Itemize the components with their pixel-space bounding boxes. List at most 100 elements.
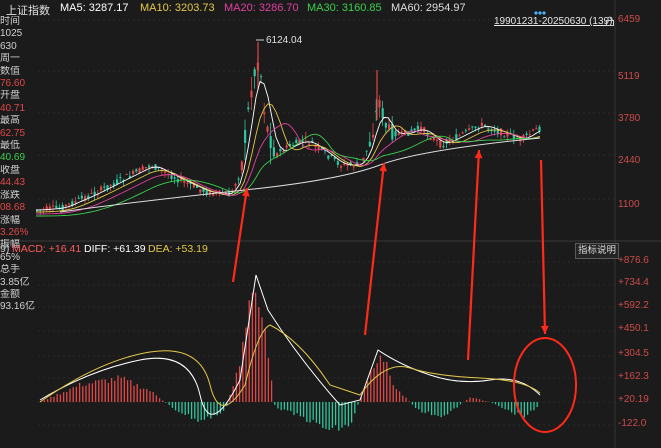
info-panel-row: 数值 xyxy=(0,65,20,77)
candle-body xyxy=(234,183,237,186)
candle-body xyxy=(253,69,256,77)
candle-body xyxy=(375,110,378,113)
ma60-line xyxy=(59,137,541,213)
info-panel-row: 时间 xyxy=(0,16,20,27)
candle-body xyxy=(122,179,125,182)
ma60-readout: MA60: 2954.97 xyxy=(391,2,466,14)
candle-body xyxy=(324,149,327,152)
candle-body xyxy=(183,181,186,183)
candle-body xyxy=(314,145,317,148)
candle-body xyxy=(420,126,423,132)
macd-header-bar: 9) MACD: +16.41 DIFF: +61.39 DEA: +53.19 xyxy=(0,242,661,258)
info-panel-row: 65% xyxy=(0,251,21,263)
dea-line xyxy=(39,324,541,406)
index-name: 上证指数 xyxy=(6,5,50,17)
info-panel-row: 开盘 xyxy=(0,90,20,102)
info-panel-row: 62.75 xyxy=(0,127,26,139)
candle-body xyxy=(109,184,112,186)
candle-body xyxy=(468,128,471,130)
candle-body xyxy=(68,203,71,205)
info-panel-row: 总手 xyxy=(0,264,20,276)
annotation-arrow-2 xyxy=(363,162,386,336)
peak-value-label: 6124.04 xyxy=(266,35,303,46)
candle-body xyxy=(391,123,394,140)
candle-body xyxy=(93,191,96,196)
candle-body xyxy=(173,177,176,179)
candle-body xyxy=(282,150,285,153)
candle-body xyxy=(512,134,515,140)
info-panel-row: 76.60 xyxy=(0,78,26,90)
diff-value: DIFF: +61.39 xyxy=(84,243,146,255)
candle-body xyxy=(352,166,355,168)
ma30-line xyxy=(36,133,541,217)
candle-body xyxy=(525,133,528,135)
candle-body xyxy=(346,164,349,166)
candle-body xyxy=(394,131,397,137)
date-range-label[interactable]: 19901231-20250630 (139) xyxy=(494,16,613,27)
candle-body xyxy=(116,179,119,185)
candle-body xyxy=(144,167,147,169)
candle-body xyxy=(58,207,61,209)
candle-body xyxy=(74,201,77,203)
candle-body xyxy=(55,205,58,209)
info-panel-row: 收盘 xyxy=(0,164,20,176)
candle-body xyxy=(442,146,445,148)
candle-body xyxy=(218,190,221,193)
candle-body xyxy=(503,136,506,138)
candle-body xyxy=(90,192,93,194)
candle-body xyxy=(535,128,538,130)
candle-body xyxy=(138,168,141,173)
candle-body xyxy=(247,107,250,110)
ma30-readout: MA30: 3160.85 xyxy=(307,2,382,14)
info-panel-row: 3.85亿 xyxy=(0,276,30,288)
candle-body xyxy=(416,125,419,130)
price-tick-label: 1100 xyxy=(618,199,640,210)
candle-body xyxy=(439,140,442,148)
candle-body xyxy=(362,157,365,161)
lock-icon[interactable] xyxy=(606,17,614,26)
candle-body xyxy=(128,175,131,178)
candle-body xyxy=(269,136,272,149)
more-dots-icon[interactable] xyxy=(534,11,546,15)
candle-body xyxy=(112,183,115,187)
candle-body xyxy=(308,143,311,145)
candle-body xyxy=(250,90,253,98)
candle-body xyxy=(52,205,55,207)
candle-body xyxy=(381,108,384,119)
candle-body xyxy=(260,76,263,78)
indicator-help-button[interactable]: 指标说明 xyxy=(575,243,619,259)
candle-body xyxy=(272,147,275,157)
candle-body xyxy=(205,190,208,195)
candle-body xyxy=(199,189,202,193)
candle-body xyxy=(106,185,109,190)
macd-value: MACD: +16.41 xyxy=(12,243,82,255)
macd-tick-label: +734.4 xyxy=(618,277,649,288)
candle-body xyxy=(180,177,183,180)
candle-body xyxy=(343,163,346,165)
ma5-readout: MA5: 3287.17 xyxy=(60,2,129,14)
candle-body xyxy=(471,126,474,128)
macd-tick-label: +876.6 xyxy=(618,255,649,266)
info-panel-row: 周一 xyxy=(0,53,20,65)
ma5-line xyxy=(35,80,541,211)
candle-body xyxy=(340,166,343,168)
price-tick-label: 2440 xyxy=(618,155,641,166)
info-panel-row: 08.68 xyxy=(0,202,26,214)
candle-body xyxy=(480,122,483,127)
candle-body xyxy=(141,166,144,171)
candle-body xyxy=(304,136,307,138)
candle-body xyxy=(487,128,490,130)
candle-body xyxy=(311,140,314,143)
info-panel-row: 涨幅 xyxy=(0,214,20,226)
candle-body xyxy=(132,170,135,174)
candle-body xyxy=(301,140,304,143)
candle-body xyxy=(336,161,339,165)
candle-body xyxy=(490,130,493,132)
annotation-arrow-1-head xyxy=(241,188,250,197)
macd-tick-label: -122.0 xyxy=(618,418,647,429)
candle-body xyxy=(455,134,458,140)
candle-body xyxy=(295,139,298,144)
info-panel-row: 44.43 xyxy=(0,177,26,189)
ma20-readout: MA20: 3286.70 xyxy=(224,2,299,14)
